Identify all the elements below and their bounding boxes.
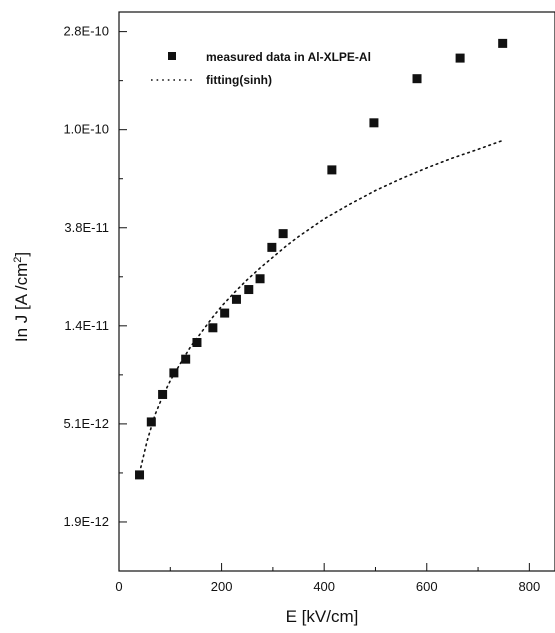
y-axis-title-sup: 2	[12, 257, 24, 263]
measured-series	[135, 38, 508, 480]
y-axis-title-main: In J [A /cm	[12, 263, 31, 342]
data-point	[208, 323, 218, 333]
data-point	[498, 38, 508, 48]
y-tick-label: 5.1E-12	[63, 416, 109, 431]
x-tick-label: 800	[519, 579, 541, 594]
y-tick-label: 1.9E-12	[63, 514, 109, 529]
data-point	[244, 285, 254, 295]
data-point	[169, 368, 179, 378]
x-axis: 0 200 400 600 800	[115, 563, 540, 594]
data-point	[146, 417, 156, 427]
fit-series	[138, 139, 504, 474]
data-point	[267, 242, 277, 252]
data-point	[278, 229, 288, 239]
y-axis-title: In J [A /cm2]	[12, 252, 31, 342]
data-point	[327, 165, 337, 175]
x-axis-title: E [kV/cm]	[286, 607, 359, 626]
data-point	[220, 308, 230, 318]
x-tick-label: 0	[115, 579, 122, 594]
y-tick-label: 3.8E-11	[64, 220, 109, 235]
plot-frame	[118, 11, 555, 572]
x-tick-label: 200	[211, 579, 233, 594]
y-axis-title-end: ]	[12, 252, 31, 257]
legend-marker-measured	[168, 52, 176, 60]
y-axis: 1.9E-12 5.1E-12 1.4E-11 3.8E-11 1.0E-10 2.8E-…	[63, 24, 127, 572]
y-tick-label: 1.4E-11	[64, 318, 109, 333]
data-point	[231, 294, 241, 304]
x-tick-label: 600	[416, 579, 438, 594]
y-tick-label: 1.0E-10	[63, 122, 109, 137]
legend-label-fit: fitting(sinh)	[206, 73, 272, 87]
data-point	[412, 74, 422, 84]
fit-line	[138, 139, 504, 474]
data-point	[181, 354, 191, 364]
y-tick-label: 2.8E-10	[63, 24, 109, 39]
legend-label-measured: measured data in Al-XLPE-Al	[206, 50, 371, 64]
x-tick-label: 400	[313, 579, 335, 594]
data-point	[158, 389, 168, 399]
data-point	[255, 274, 265, 284]
legend: measured data in Al-XLPE-Al fitting(sinh…	[151, 50, 371, 87]
data-point	[369, 118, 379, 128]
data-point	[135, 470, 145, 480]
data-point	[192, 337, 202, 347]
data-point	[455, 53, 465, 63]
